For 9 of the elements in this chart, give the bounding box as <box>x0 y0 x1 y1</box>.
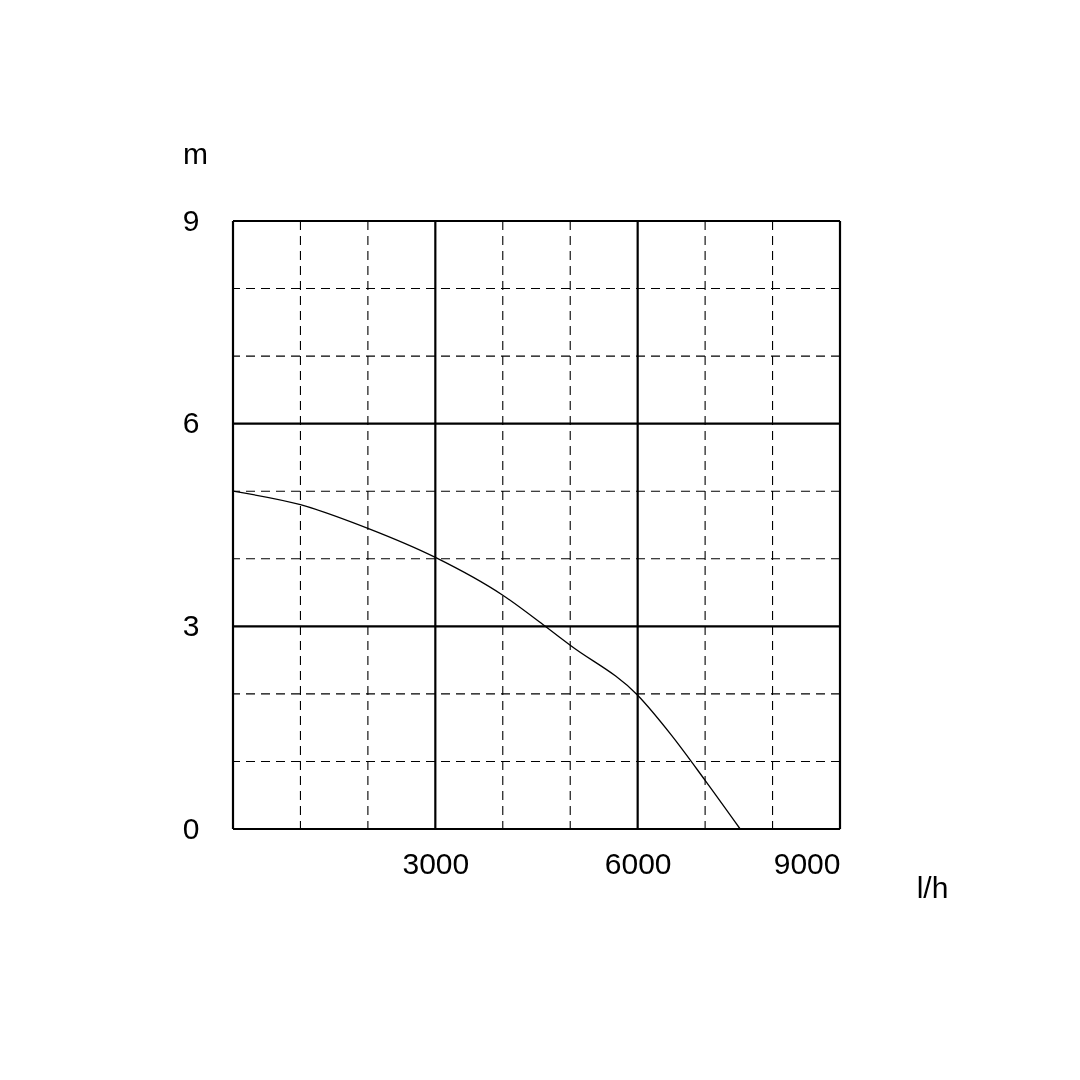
y-tick-label: 9 <box>182 203 200 237</box>
x-axis-title: l/h <box>916 870 949 904</box>
y-tick-label: 6 <box>182 406 200 440</box>
x-tick-label: 9000 <box>773 846 841 880</box>
y-tick-label: 0 <box>182 811 200 845</box>
x-tick-label: 3000 <box>402 846 470 880</box>
y-axis-title: m <box>183 136 208 170</box>
y-tick-label: 3 <box>182 608 200 642</box>
x-tick-label: 6000 <box>604 846 672 880</box>
